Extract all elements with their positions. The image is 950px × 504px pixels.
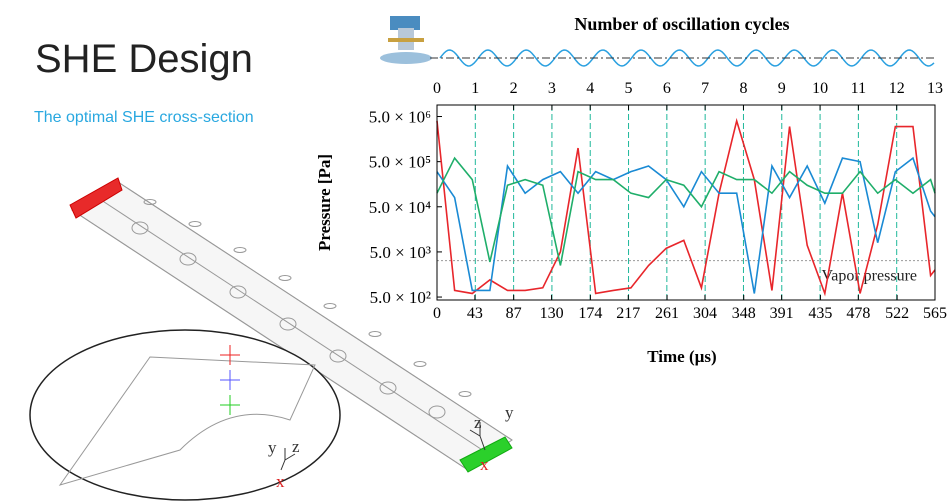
axis-letter: y — [268, 438, 277, 457]
series-line — [436, 117, 936, 297]
axis-letter: y — [505, 403, 514, 422]
x-tick-label: 174 — [578, 305, 602, 322]
x-tick-label: 304 — [693, 305, 717, 322]
x2-tick-label: 3 — [548, 80, 556, 97]
slide-subtitle: The optimal SHE cross-section — [34, 109, 254, 126]
x2-tick-label: 10 — [812, 80, 828, 97]
x-tick-label: 391 — [770, 305, 794, 322]
x2-tick-label: 4 — [586, 80, 594, 97]
cross-section-inset — [29, 329, 486, 501]
y-tick-label: 5.0 × 10⁵ — [369, 153, 431, 172]
x2-tick-label: 12 — [889, 80, 905, 97]
x2-tick-label: 6 — [663, 80, 671, 97]
x-tick-label: 565 — [923, 305, 947, 322]
x-tick-label: 348 — [732, 305, 756, 322]
y-tick-label: 5.0 × 10³ — [370, 243, 431, 262]
chart-title: Number of oscillation cycles — [574, 14, 789, 34]
x-tick-label: 87 — [506, 305, 522, 322]
slide-title: SHE Design — [35, 37, 253, 81]
x-tick-label: 435 — [808, 305, 832, 322]
x-tick-label: 43 — [467, 305, 483, 322]
x-tick-label: 261 — [655, 305, 679, 322]
y-tick-label: 5.0 × 10⁴ — [369, 198, 431, 217]
wave — [439, 49, 935, 67]
x-axis-label: Time (µs) — [647, 347, 716, 366]
x-tick-label: 522 — [885, 305, 909, 322]
x2-tick-label: 1 — [471, 80, 479, 97]
x-tick-label: 130 — [540, 305, 564, 322]
x-tick-label: 217 — [616, 305, 640, 322]
x-tick-label: 478 — [846, 305, 870, 322]
axis-letter: x — [276, 472, 285, 491]
axis-letter: z — [292, 437, 300, 456]
x2-tick-label: 7 — [701, 80, 709, 97]
cylinder-icon — [380, 16, 432, 64]
x2-tick-label: 8 — [739, 80, 747, 97]
plot-frame — [436, 104, 936, 301]
x-tick-label: 0 — [433, 305, 441, 322]
x2-tick-label: 9 — [778, 80, 786, 97]
x2-tick-label: 0 — [433, 80, 441, 97]
x2-tick-label: 11 — [851, 80, 866, 97]
series-line — [436, 156, 936, 266]
y-axis-label: Pressure [Pa] — [315, 154, 334, 251]
axis-letter: z — [474, 413, 482, 432]
x2-tick-label: 13 — [927, 80, 943, 97]
y-tick-label: 5.0 × 10² — [370, 288, 431, 307]
axis-letter: x — [480, 455, 489, 474]
x2-tick-label: 2 — [510, 80, 518, 97]
annotation: Vapor pressure — [821, 268, 917, 285]
x2-tick-label: 5 — [625, 80, 633, 97]
y-tick-label: 5.0 × 10⁶ — [369, 108, 431, 127]
she-beam — [69, 177, 513, 473]
